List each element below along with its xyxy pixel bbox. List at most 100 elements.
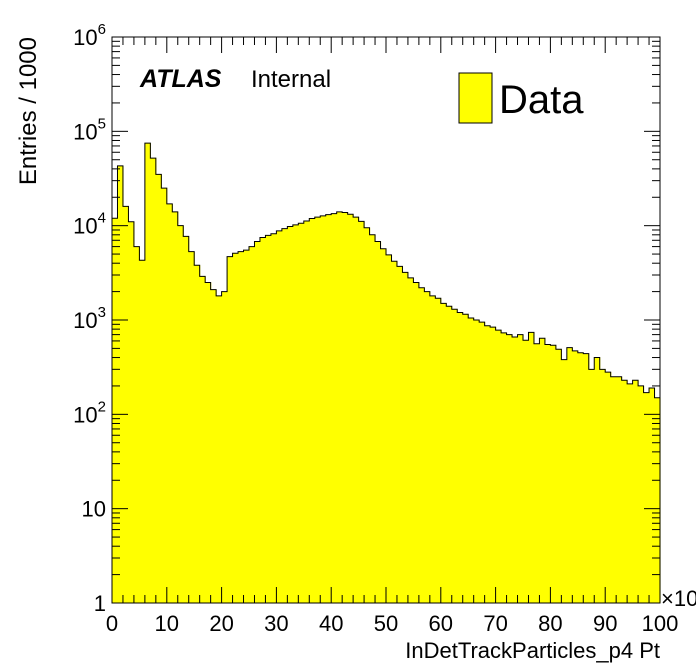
- histogram-bin: [194, 265, 201, 603]
- histogram-bin: [287, 226, 294, 604]
- histogram-bin: [188, 251, 195, 603]
- y-tick-label: 104: [73, 210, 106, 239]
- x-tick-label: 70: [483, 611, 507, 636]
- legend-swatch: [458, 72, 493, 124]
- histogram-bin: [610, 376, 617, 603]
- x-tick-labels: 0 10 20 30 40 50 60 70 80 90 100: [106, 611, 678, 636]
- histogram-bars: [112, 143, 661, 604]
- histogram-bin: [572, 350, 579, 603]
- histogram-outline: [111, 142, 661, 603]
- histogram-bin: [479, 322, 486, 603]
- histogram-bin: [183, 236, 190, 603]
- histogram-bin: [523, 340, 530, 603]
- histogram-bin: [495, 330, 502, 603]
- histogram-bin: [298, 223, 305, 603]
- histogram-bin: [342, 212, 349, 603]
- x-tick-label: 0: [106, 611, 118, 636]
- histogram-bin: [128, 221, 135, 603]
- histogram-bin: [325, 214, 332, 604]
- histogram-bin: [259, 237, 267, 603]
- histogram-bin: [561, 359, 568, 603]
- histogram-bin: [424, 291, 431, 603]
- histogram-bin: [309, 218, 316, 603]
- histogram-bin: [599, 369, 606, 603]
- histogram-bin: [150, 158, 157, 603]
- histogram-bin: [369, 234, 376, 603]
- histogram-bin: [238, 251, 245, 603]
- histogram-bin: [232, 253, 239, 603]
- histogram-bin: [199, 276, 206, 603]
- histogram-bin: [320, 215, 327, 603]
- x-tick-label: 60: [429, 611, 453, 636]
- histogram-bin: [429, 295, 436, 603]
- histogram-bin: [139, 260, 146, 603]
- x-tick-label: 100: [642, 611, 679, 636]
- histogram-bin: [210, 289, 217, 603]
- x-axis-ticks: [111, 37, 661, 603]
- histogram-bin: [484, 325, 491, 603]
- histogram-bin: [177, 225, 184, 603]
- histogram-bin: [594, 357, 601, 603]
- histogram-bin: [643, 392, 650, 603]
- histogram-bin: [566, 347, 573, 603]
- histogram-bin: [457, 312, 464, 603]
- histogram-bin: [446, 306, 453, 603]
- histogram-bin: [435, 298, 442, 603]
- atlas-label: ATLAS: [139, 65, 222, 93]
- histogram-bin: [331, 213, 338, 603]
- x-tick-label: 90: [593, 611, 617, 636]
- histogram-bin: [654, 397, 661, 603]
- histogram-bin: [270, 233, 277, 604]
- histogram-bin: [512, 337, 519, 603]
- histogram-bin: [353, 217, 360, 604]
- histogram-bin: [533, 343, 541, 603]
- histogram-bin: [347, 214, 354, 603]
- histogram-bin: [133, 246, 140, 603]
- histogram-bin: [249, 246, 256, 603]
- histogram-bin: [144, 143, 151, 604]
- legend-entry: Data: [499, 78, 584, 122]
- internal-label: Internal: [251, 66, 331, 93]
- y-tick-label: 106: [73, 21, 106, 50]
- histogram-bin: [155, 174, 162, 604]
- histogram-bin: [281, 228, 288, 603]
- histogram-bin: [375, 241, 382, 603]
- histogram-bin: [117, 165, 124, 603]
- histogram-bin: [473, 320, 480, 603]
- histogram-bin: [418, 287, 425, 603]
- histogram-bin: [627, 383, 634, 603]
- histogram-bin: [407, 277, 414, 603]
- histogram-bin: [161, 188, 168, 603]
- histogram-bin: [517, 334, 524, 603]
- histogram-bin: [380, 248, 387, 603]
- histogram-bin: [243, 250, 250, 603]
- histogram-bin: [539, 338, 546, 603]
- histogram-bin: [227, 256, 234, 603]
- histogram-bin: [528, 332, 535, 603]
- histogram-bin: [605, 372, 612, 603]
- histogram-bin: [221, 291, 228, 603]
- x-tick-label: 10: [155, 611, 179, 636]
- histogram-bin: [577, 352, 584, 603]
- histogram-bin: [462, 314, 469, 603]
- histogram-bin: [391, 261, 398, 603]
- histogram-bin: [506, 334, 513, 603]
- x-axis-multiplier: ×10³: [661, 586, 696, 611]
- histogram-bin: [555, 349, 562, 603]
- histogram-bin: [402, 272, 409, 603]
- y-tick-label: 103: [73, 304, 106, 333]
- histogram-bin: [303, 221, 310, 603]
- histogram-bin: [276, 230, 283, 603]
- x-tick-label: 20: [209, 611, 233, 636]
- x-axis-label: InDetTrackParticles_p4 Pt: [405, 638, 660, 663]
- histogram-bin: [544, 344, 551, 603]
- histogram-bin: [632, 380, 639, 603]
- x-tick-label: 80: [538, 611, 562, 636]
- histogram-bin: [386, 254, 393, 603]
- histogram-bin: [122, 206, 130, 603]
- y-tick-label: 1: [94, 591, 106, 616]
- histogram-bin: [638, 385, 645, 603]
- x-tick-label: 40: [319, 611, 343, 636]
- histogram-bin: [216, 295, 223, 603]
- histogram-bin: [265, 235, 272, 603]
